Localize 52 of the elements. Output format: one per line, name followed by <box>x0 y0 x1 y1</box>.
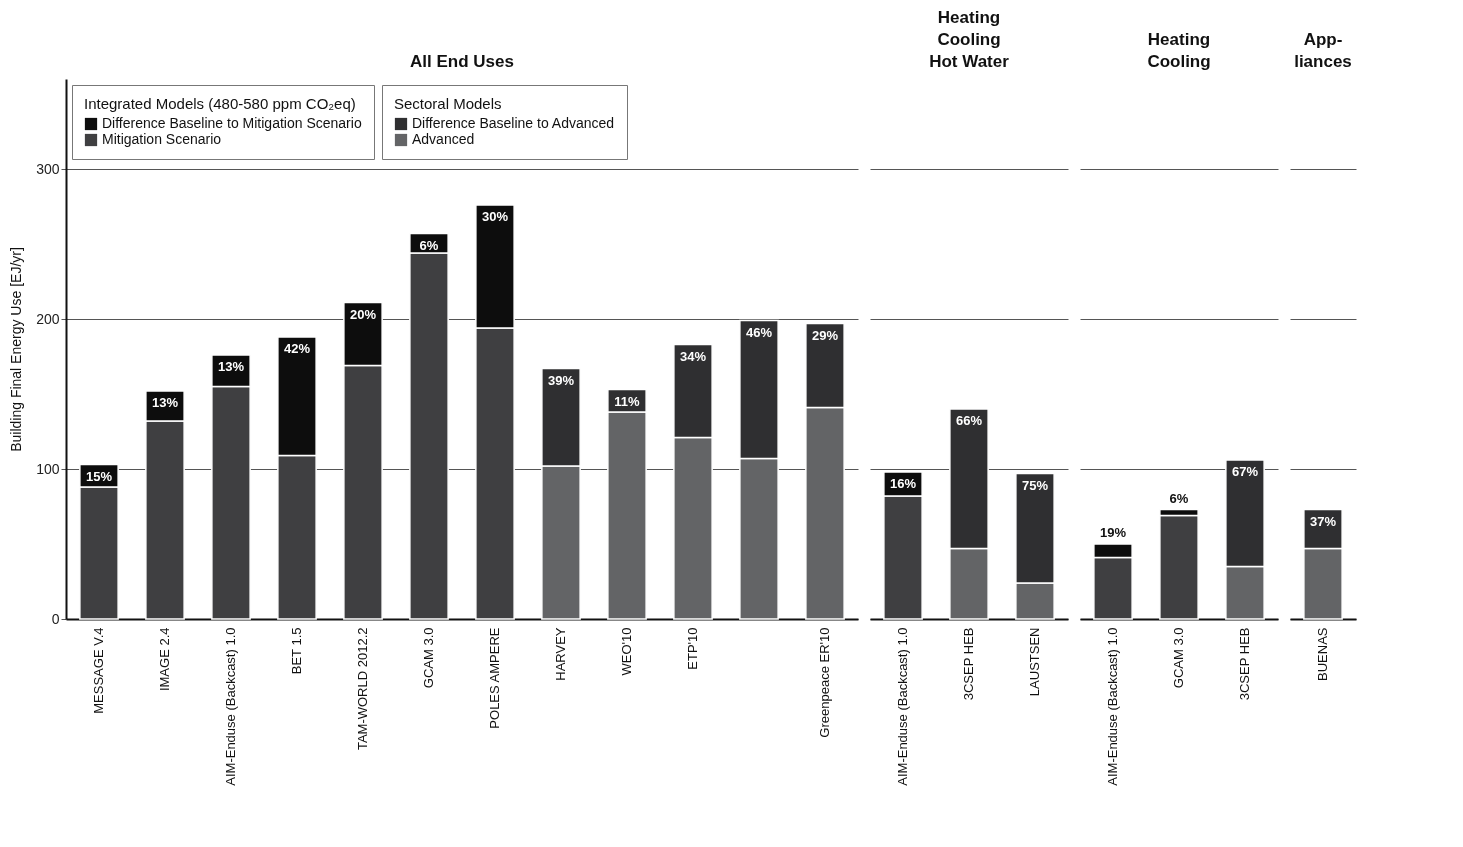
x-tick-label: WEO'10 <box>619 627 634 676</box>
x-tick-label: AIM-Enduse (Backcast) 1.0 <box>1105 627 1120 786</box>
x-tick-label: AIM-Enduse (Backcast) 1.0 <box>223 627 238 786</box>
legend-label: Mitigation Scenario <box>102 131 222 147</box>
x-tick-label: AIM-Enduse (Backcast) 1.0 <box>895 627 910 786</box>
y-tick-label: 100 <box>36 460 60 477</box>
annotation: 30% <box>481 209 509 224</box>
annotation: 11% <box>614 393 641 409</box>
y-tick-label: 0 <box>51 610 60 627</box>
x-tick-label: IMAGE 2.4 <box>157 627 172 692</box>
legend-label: Advanced <box>412 131 475 147</box>
annotation: 6% <box>419 237 439 253</box>
x-tick-label: HARVEY <box>553 627 568 681</box>
annotation: Sectoral Models <box>394 95 502 112</box>
annotation: 39% <box>547 372 575 388</box>
x-tick-label: MESSAGE V.4 <box>91 627 106 714</box>
x-tick-label: 3CSEP HEB <box>961 627 976 701</box>
chart-title: App- liances <box>1294 30 1352 71</box>
annotation: 19% <box>1099 525 1127 540</box>
x-tick-label: GCAM 3.0 <box>1171 627 1186 689</box>
y-axis-title: Building Final Energy Use [EJ/yr] <box>8 247 25 452</box>
annotation: 46% <box>745 324 773 340</box>
chart-title: Heating Cooling Hot Water <box>929 8 1010 71</box>
annotation: 13% <box>151 395 179 410</box>
y-tick-label: 300 <box>36 160 60 177</box>
annotation: 75% <box>1021 477 1049 493</box>
annotation: 6% <box>1169 490 1189 506</box>
x-tick-label: Greenpeace ER'10 <box>817 627 832 738</box>
x-tick-label: POLES AMPERE <box>487 627 502 729</box>
chart-title: All End Uses <box>410 52 514 71</box>
annotation: 37% <box>1309 513 1337 529</box>
x-tick-label: BUENAS <box>1315 627 1330 681</box>
legend-label: Difference Baseline to Mitigation Scenario <box>102 115 362 131</box>
x-tick-label: ETP'10 <box>685 627 700 670</box>
legend-label: Difference Baseline to Advanced <box>412 115 615 131</box>
chart-title: Heating Cooling <box>1147 30 1211 71</box>
annotation: 20% <box>349 306 377 322</box>
annotation: 66% <box>955 413 983 428</box>
annotation: 13% <box>217 359 245 374</box>
y-tick-label: 200 <box>36 310 60 327</box>
annotation: 16% <box>889 476 917 491</box>
x-tick-label: TAM-WORLD 2012.2 <box>355 627 370 751</box>
x-tick-label: BET 1.5 <box>289 627 304 675</box>
legend-title: Integrated Models (480-580 ppm CO₂eq) <box>84 95 356 112</box>
annotation: 42% <box>283 341 311 356</box>
x-tick-label: GCAM 3.0 <box>421 627 436 689</box>
x-tick-label: LAUSTSEN <box>1027 627 1042 697</box>
annotation: 15% <box>85 468 113 484</box>
annotation: 67% <box>1231 464 1259 479</box>
annotation: 29% <box>811 327 839 343</box>
annotation: 34% <box>679 348 707 364</box>
x-tick-label: 3CSEP HEB <box>1237 627 1252 701</box>
